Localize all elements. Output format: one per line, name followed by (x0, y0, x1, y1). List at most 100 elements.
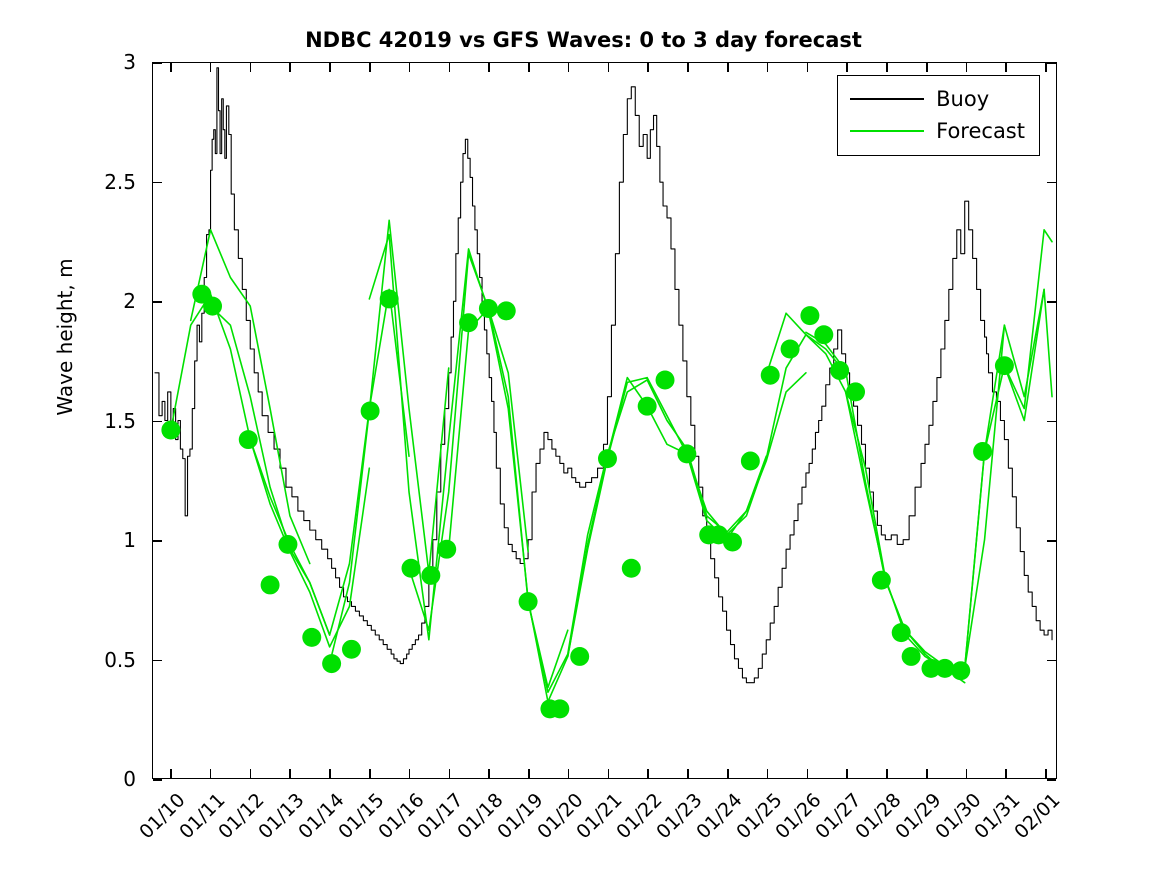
x-tick-mark (1045, 769, 1047, 778)
x-tick-mark-top (329, 63, 331, 72)
forecast-marker-dot (341, 639, 361, 659)
x-tick-mark-top (925, 63, 928, 72)
x-tick-mark-top (647, 63, 650, 72)
x-tick-mark (528, 769, 530, 778)
x-tick-mark-top (846, 63, 848, 72)
forecast-marker-dot (322, 654, 342, 674)
y-tick-mark-right (1047, 301, 1056, 303)
x-tick-mark-top (369, 63, 371, 72)
forecast-marker-dot (891, 623, 911, 643)
forecast-marker-dot (496, 301, 516, 321)
forecast-marker-dot (161, 420, 181, 440)
x-tick-mark-top (408, 63, 411, 72)
forecast-marker-dot (740, 451, 760, 471)
y-tick-mark-right (1047, 420, 1056, 423)
x-tick-mark-top (170, 63, 172, 72)
y-tick-mark (153, 181, 162, 184)
x-tick-mark (1005, 769, 1008, 778)
legend-entry-forecast: Forecast (850, 115, 1025, 147)
forecast-marker-dot (238, 430, 258, 450)
plot-area: Buoy Forecast (152, 62, 1057, 781)
forecast-series-path (765, 312, 887, 579)
x-tick-mark-top (289, 63, 292, 72)
forecast-marker-dot (871, 570, 891, 590)
x-tick-mark (289, 769, 292, 778)
forecast-series-path (408, 252, 529, 632)
y-tick-label: 2.5 (104, 169, 136, 194)
x-tick-mark-top (1045, 63, 1047, 72)
y-tick-mark (153, 540, 162, 542)
forecast-marker-dot (921, 658, 941, 678)
forecast-series-path (289, 288, 410, 636)
forecast-series-path (447, 307, 569, 689)
forecast-series-path (725, 333, 847, 536)
forecast-marker-dot (637, 396, 657, 416)
chart-title: NDBC 42019 vs GFS Waves: 0 to 3 day fore… (305, 28, 862, 52)
x-tick-mark (567, 769, 570, 778)
forecast-marker-dot (935, 658, 955, 678)
forecast-series-path (924, 288, 1045, 672)
forecast-marker-dot (478, 299, 498, 318)
forecast-series-path (606, 376, 728, 536)
y-tick-label: 1 (123, 528, 136, 552)
forecast-marker-dot (570, 646, 590, 666)
x-tick-mark (925, 769, 928, 778)
forecast-marker-dot (830, 360, 850, 380)
forecast-marker-dot (973, 442, 993, 461)
y-tick-mark-right (1047, 181, 1056, 184)
forecast-marker-dot (723, 532, 742, 552)
forecast-marker-dot (278, 534, 298, 554)
x-tick-mark (170, 769, 172, 778)
y-tick-mark-right (1047, 659, 1056, 662)
x-tick-mark-top (727, 63, 729, 72)
y-tick-label: 2 (123, 289, 136, 313)
forecast-marker-dot (260, 575, 280, 595)
forecast-marker-dot (518, 592, 538, 612)
forecast-marker-group (161, 284, 1014, 719)
x-tick-mark-top (886, 63, 888, 72)
x-tick-mark-top (766, 63, 769, 72)
y-tick-mark-right (1047, 779, 1056, 781)
x-tick-mark (369, 769, 371, 778)
y-tick-mark (153, 659, 162, 662)
x-tick-mark (647, 769, 650, 778)
forecast-marker-dot (437, 539, 457, 559)
forecast-series-path (487, 310, 609, 703)
x-tick-mark-top (1005, 63, 1008, 72)
x-tick-mark-top (965, 63, 968, 72)
x-tick-mark (846, 769, 848, 778)
legend-entry-buoy: Buoy (850, 83, 1025, 115)
forecast-marker-dot (951, 661, 971, 681)
chart-legend: Buoy Forecast (837, 75, 1040, 156)
chart-svg (154, 67, 1053, 719)
x-tick-mark-top (249, 63, 252, 72)
x-tick-mark (727, 769, 729, 778)
forecast-series-path (963, 229, 1053, 670)
y-tick-mark (153, 420, 162, 423)
x-tick-mark (886, 769, 888, 778)
x-tick-mark (329, 769, 331, 778)
forecast-marker-dot (379, 289, 399, 309)
forecast-marker-dot (621, 558, 641, 578)
x-tick-mark (209, 769, 212, 778)
x-tick-mark-top (567, 63, 570, 72)
x-tick-mark-top (448, 63, 451, 72)
y-axis-label: Wave height, m (53, 258, 77, 416)
x-tick-mark-top (488, 63, 490, 72)
forecast-marker-dot (597, 449, 617, 469)
x-tick-mark (488, 769, 490, 778)
forecast-series-path (527, 379, 648, 693)
x-tick-mark (965, 769, 968, 778)
x-tick-mark (249, 769, 252, 778)
forecast-marker-dot (994, 356, 1014, 376)
forecast-series-path (566, 376, 688, 658)
legend-swatch-buoy (850, 98, 925, 100)
legend-swatch-forecast (850, 130, 925, 132)
x-tick-mark (408, 769, 411, 778)
buoy-series-path (154, 67, 1053, 684)
forecast-marker-dot (203, 296, 223, 316)
forecast-series-path (805, 331, 926, 655)
y-tick-mark (153, 62, 162, 64)
forecast-series-path (884, 324, 1006, 670)
forecast-marker-dot (846, 382, 866, 402)
